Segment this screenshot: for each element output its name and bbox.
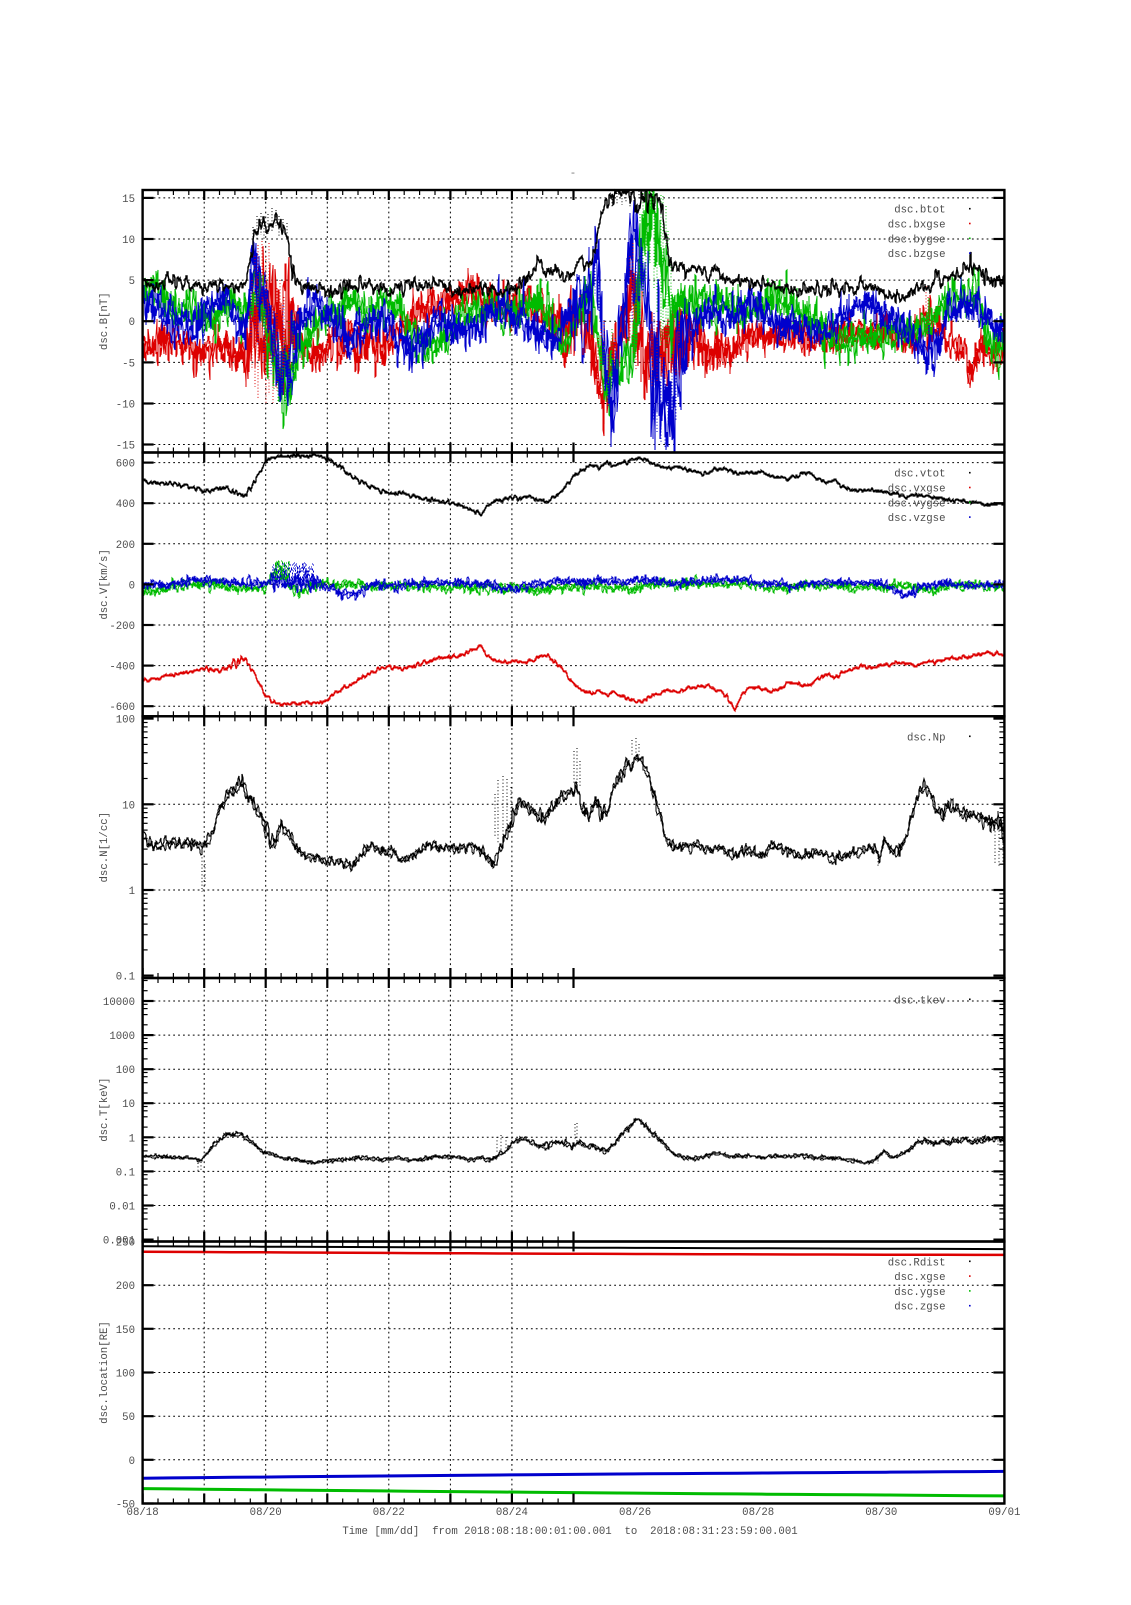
svg-text:200: 200	[116, 540, 135, 552]
svg-text:100: 100	[116, 1065, 135, 1077]
svg-text:dsc.Np: dsc.Np	[907, 732, 945, 744]
svg-text:dsc.T[keV]: dsc.T[keV]	[99, 1078, 111, 1142]
svg-text:-400: -400	[109, 662, 135, 674]
svg-text:dsc.vzgse: dsc.vzgse	[888, 513, 946, 525]
svg-text:08/22: 08/22	[373, 1507, 405, 1519]
svg-text:dsc.bygse: dsc.bygse	[888, 234, 946, 246]
svg-text:-600: -600	[109, 702, 135, 714]
svg-text:0.1: 0.1	[116, 972, 135, 984]
svg-text:09/01: 09/01	[988, 1507, 1020, 1519]
svg-text:100: 100	[116, 715, 135, 727]
svg-text:dsc.bzgse: dsc.bzgse	[888, 249, 946, 261]
svg-text:10: 10	[122, 800, 135, 812]
svg-text:1000: 1000	[109, 1031, 135, 1043]
svg-text:100: 100	[116, 1369, 135, 1381]
svg-text:dsc.vxgse: dsc.vxgse	[888, 484, 946, 496]
svg-text:-50: -50	[116, 1500, 135, 1512]
svg-text:08/20: 08/20	[250, 1507, 282, 1519]
svg-text:dsc.zgse: dsc.zgse	[894, 1302, 945, 1314]
svg-text:150: 150	[116, 1325, 135, 1337]
svg-text:0: 0	[129, 317, 135, 329]
svg-text:0: 0	[129, 580, 135, 592]
svg-text:dsc.tkev: dsc.tkev	[894, 995, 946, 1007]
svg-text:1: 1	[129, 1133, 135, 1145]
svg-text:dsc.ygse: dsc.ygse	[894, 1287, 945, 1299]
svg-text:dsc.btot: dsc.btot	[894, 205, 945, 217]
svg-text:0.001: 0.001	[103, 1236, 135, 1248]
svg-text:dsc.N[1/cc]: dsc.N[1/cc]	[99, 812, 111, 883]
svg-text:0.1: 0.1	[116, 1167, 135, 1179]
svg-text:-: -	[570, 168, 576, 180]
svg-text:-5: -5	[122, 358, 135, 370]
svg-text:250: 250	[116, 1238, 135, 1250]
svg-text:400: 400	[116, 499, 135, 511]
svg-text:10000: 10000	[103, 997, 135, 1009]
svg-text:dsc.V[km/s]: dsc.V[km/s]	[99, 549, 111, 620]
svg-text:08/30: 08/30	[865, 1507, 897, 1519]
svg-text:0.01: 0.01	[109, 1202, 135, 1214]
svg-text:08/28: 08/28	[742, 1507, 774, 1519]
svg-text:dsc.vygse: dsc.vygse	[888, 498, 946, 510]
svg-text:1: 1	[129, 886, 135, 898]
svg-text:50: 50	[122, 1412, 135, 1424]
svg-text:-200: -200	[109, 621, 135, 633]
svg-text:dsc.vtot: dsc.vtot	[894, 469, 945, 481]
svg-text:5: 5	[129, 276, 135, 288]
svg-text:15: 15	[122, 194, 135, 206]
svg-text:08/24: 08/24	[496, 1507, 528, 1519]
svg-text:Time [mm/dd] from 2018:08:18:: Time [mm/dd] from 2018:08:18:00:01:00.00…	[342, 1526, 797, 1538]
svg-text:-15: -15	[116, 441, 135, 453]
svg-text:0: 0	[129, 1456, 135, 1468]
svg-text:dsc.xgse: dsc.xgse	[894, 1272, 945, 1284]
svg-text:08/18: 08/18	[127, 1507, 159, 1519]
svg-text:dsc.location[RE]: dsc.location[RE]	[99, 1321, 111, 1424]
svg-text:08/26: 08/26	[619, 1507, 651, 1519]
svg-text:dsc.Rdist: dsc.Rdist	[888, 1257, 946, 1269]
svg-text:dsc.B[nT]: dsc.B[nT]	[99, 292, 111, 350]
svg-text:-10: -10	[116, 400, 135, 412]
svg-text:dsc.bxgse: dsc.bxgse	[888, 220, 946, 232]
svg-text:200: 200	[116, 1281, 135, 1293]
svg-text:600: 600	[116, 459, 135, 471]
svg-text:10: 10	[122, 1099, 135, 1111]
svg-text:10: 10	[122, 235, 135, 247]
